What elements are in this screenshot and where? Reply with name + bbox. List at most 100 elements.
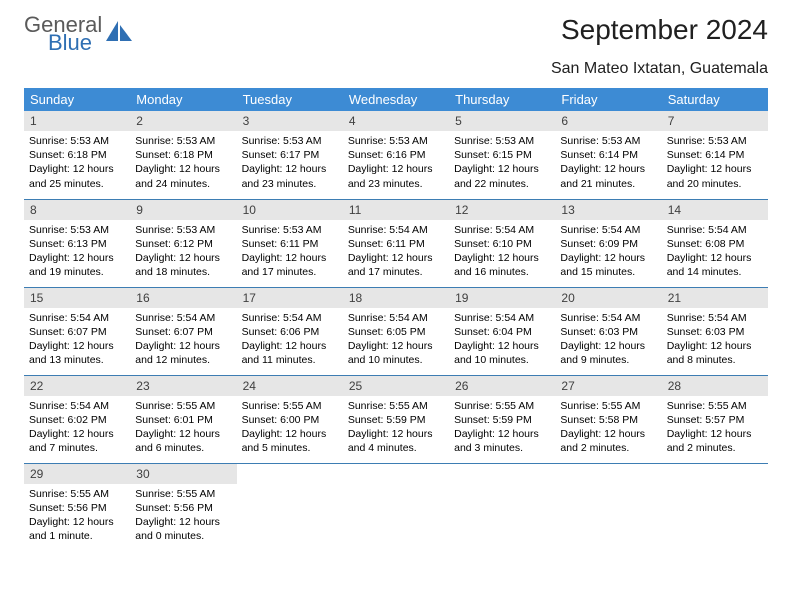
day-number: 15 xyxy=(24,288,130,308)
calendar-table: Sunday Monday Tuesday Wednesday Thursday… xyxy=(24,88,768,551)
calendar-day-cell: 1Sunrise: 5:53 AMSunset: 6:18 PMDaylight… xyxy=(24,111,130,199)
daylight-line: Daylight: 12 hours and 7 minutes. xyxy=(29,427,125,455)
daylight-line: Daylight: 12 hours and 21 minutes. xyxy=(560,162,656,190)
day-body: Sunrise: 5:54 AMSunset: 6:05 PMDaylight:… xyxy=(343,308,449,372)
day-number: 6 xyxy=(555,111,661,131)
day-number: 13 xyxy=(555,200,661,220)
day-number: 17 xyxy=(237,288,343,308)
sunset-line: Sunset: 6:01 PM xyxy=(135,413,231,427)
day-body: Sunrise: 5:55 AMSunset: 5:56 PMDaylight:… xyxy=(24,484,130,548)
daylight-line: Daylight: 12 hours and 0 minutes. xyxy=(135,515,231,543)
calendar-empty-cell xyxy=(343,463,449,551)
sunset-line: Sunset: 6:05 PM xyxy=(348,325,444,339)
brand-word2: Blue xyxy=(48,32,102,54)
calendar-day-cell: 24Sunrise: 5:55 AMSunset: 6:00 PMDayligh… xyxy=(237,375,343,463)
day-body: Sunrise: 5:55 AMSunset: 5:56 PMDaylight:… xyxy=(130,484,236,548)
day-number: 27 xyxy=(555,376,661,396)
sunrise-line: Sunrise: 5:53 AM xyxy=(454,134,550,148)
day-body: Sunrise: 5:54 AMSunset: 6:07 PMDaylight:… xyxy=(130,308,236,372)
day-body: Sunrise: 5:53 AMSunset: 6:15 PMDaylight:… xyxy=(449,131,555,195)
day-number: 18 xyxy=(343,288,449,308)
col-tuesday: Tuesday xyxy=(237,88,343,111)
day-number: 4 xyxy=(343,111,449,131)
calendar-day-cell: 15Sunrise: 5:54 AMSunset: 6:07 PMDayligh… xyxy=(24,287,130,375)
daylight-line: Daylight: 12 hours and 2 minutes. xyxy=(560,427,656,455)
calendar-week-row: 29Sunrise: 5:55 AMSunset: 5:56 PMDayligh… xyxy=(24,463,768,551)
day-number: 23 xyxy=(130,376,236,396)
day-body: Sunrise: 5:55 AMSunset: 5:58 PMDaylight:… xyxy=(555,396,661,460)
sunset-line: Sunset: 6:07 PM xyxy=(135,325,231,339)
daylight-line: Daylight: 12 hours and 3 minutes. xyxy=(454,427,550,455)
day-body: Sunrise: 5:53 AMSunset: 6:12 PMDaylight:… xyxy=(130,220,236,284)
day-number: 29 xyxy=(24,464,130,484)
sunset-line: Sunset: 6:18 PM xyxy=(29,148,125,162)
sunrise-line: Sunrise: 5:54 AM xyxy=(135,311,231,325)
calendar-empty-cell xyxy=(662,463,768,551)
sunrise-line: Sunrise: 5:55 AM xyxy=(667,399,763,413)
day-body: Sunrise: 5:54 AMSunset: 6:09 PMDaylight:… xyxy=(555,220,661,284)
calendar-day-cell: 17Sunrise: 5:54 AMSunset: 6:06 PMDayligh… xyxy=(237,287,343,375)
sunset-line: Sunset: 6:16 PM xyxy=(348,148,444,162)
day-number: 10 xyxy=(237,200,343,220)
day-body: Sunrise: 5:54 AMSunset: 6:11 PMDaylight:… xyxy=(343,220,449,284)
day-body: Sunrise: 5:54 AMSunset: 6:03 PMDaylight:… xyxy=(555,308,661,372)
calendar-week-row: 8Sunrise: 5:53 AMSunset: 6:13 PMDaylight… xyxy=(24,199,768,287)
sunrise-line: Sunrise: 5:55 AM xyxy=(29,487,125,501)
day-number: 20 xyxy=(555,288,661,308)
col-monday: Monday xyxy=(130,88,236,111)
sunset-line: Sunset: 6:04 PM xyxy=(454,325,550,339)
day-body: Sunrise: 5:53 AMSunset: 6:13 PMDaylight:… xyxy=(24,220,130,284)
calendar-empty-cell xyxy=(555,463,661,551)
daylight-line: Daylight: 12 hours and 10 minutes. xyxy=(348,339,444,367)
day-number: 2 xyxy=(130,111,236,131)
day-number: 12 xyxy=(449,200,555,220)
sunset-line: Sunset: 5:58 PM xyxy=(560,413,656,427)
sunrise-line: Sunrise: 5:53 AM xyxy=(348,134,444,148)
calendar-day-cell: 13Sunrise: 5:54 AMSunset: 6:09 PMDayligh… xyxy=(555,199,661,287)
calendar-day-cell: 20Sunrise: 5:54 AMSunset: 6:03 PMDayligh… xyxy=(555,287,661,375)
daylight-line: Daylight: 12 hours and 25 minutes. xyxy=(29,162,125,190)
day-body: Sunrise: 5:53 AMSunset: 6:14 PMDaylight:… xyxy=(555,131,661,195)
brand-logo: General Blue xyxy=(24,14,134,54)
day-body: Sunrise: 5:54 AMSunset: 6:03 PMDaylight:… xyxy=(662,308,768,372)
sunset-line: Sunset: 6:09 PM xyxy=(560,237,656,251)
day-number: 26 xyxy=(449,376,555,396)
daylight-line: Daylight: 12 hours and 19 minutes. xyxy=(29,251,125,279)
daylight-line: Daylight: 12 hours and 13 minutes. xyxy=(29,339,125,367)
col-friday: Friday xyxy=(555,88,661,111)
sunset-line: Sunset: 6:03 PM xyxy=(667,325,763,339)
day-body: Sunrise: 5:55 AMSunset: 5:57 PMDaylight:… xyxy=(662,396,768,460)
day-number: 22 xyxy=(24,376,130,396)
day-body: Sunrise: 5:53 AMSunset: 6:18 PMDaylight:… xyxy=(24,131,130,195)
sunrise-line: Sunrise: 5:54 AM xyxy=(29,311,125,325)
day-number: 8 xyxy=(24,200,130,220)
sunrise-line: Sunrise: 5:53 AM xyxy=(242,223,338,237)
sunset-line: Sunset: 6:10 PM xyxy=(454,237,550,251)
calendar-day-cell: 30Sunrise: 5:55 AMSunset: 5:56 PMDayligh… xyxy=(130,463,236,551)
sunset-line: Sunset: 6:11 PM xyxy=(242,237,338,251)
calendar-day-cell: 11Sunrise: 5:54 AMSunset: 6:11 PMDayligh… xyxy=(343,199,449,287)
sunrise-line: Sunrise: 5:55 AM xyxy=(135,399,231,413)
daylight-line: Daylight: 12 hours and 20 minutes. xyxy=(667,162,763,190)
page-title: September 2024 xyxy=(561,14,768,46)
sunrise-line: Sunrise: 5:54 AM xyxy=(560,311,656,325)
daylight-line: Daylight: 12 hours and 6 minutes. xyxy=(135,427,231,455)
sunrise-line: Sunrise: 5:54 AM xyxy=(667,311,763,325)
daylight-line: Daylight: 12 hours and 12 minutes. xyxy=(135,339,231,367)
sunset-line: Sunset: 6:18 PM xyxy=(135,148,231,162)
location-subtitle: San Mateo Ixtatan, Guatemala xyxy=(24,60,768,78)
calendar-day-cell: 18Sunrise: 5:54 AMSunset: 6:05 PMDayligh… xyxy=(343,287,449,375)
calendar-header-row: Sunday Monday Tuesday Wednesday Thursday… xyxy=(24,88,768,111)
sunrise-line: Sunrise: 5:54 AM xyxy=(454,223,550,237)
day-number: 24 xyxy=(237,376,343,396)
calendar-day-cell: 25Sunrise: 5:55 AMSunset: 5:59 PMDayligh… xyxy=(343,375,449,463)
sunset-line: Sunset: 6:14 PM xyxy=(667,148,763,162)
day-number: 21 xyxy=(662,288,768,308)
sunrise-line: Sunrise: 5:54 AM xyxy=(560,223,656,237)
daylight-line: Daylight: 12 hours and 23 minutes. xyxy=(348,162,444,190)
daylight-line: Daylight: 12 hours and 15 minutes. xyxy=(560,251,656,279)
calendar-day-cell: 6Sunrise: 5:53 AMSunset: 6:14 PMDaylight… xyxy=(555,111,661,199)
day-number: 5 xyxy=(449,111,555,131)
calendar-day-cell: 21Sunrise: 5:54 AMSunset: 6:03 PMDayligh… xyxy=(662,287,768,375)
col-wednesday: Wednesday xyxy=(343,88,449,111)
